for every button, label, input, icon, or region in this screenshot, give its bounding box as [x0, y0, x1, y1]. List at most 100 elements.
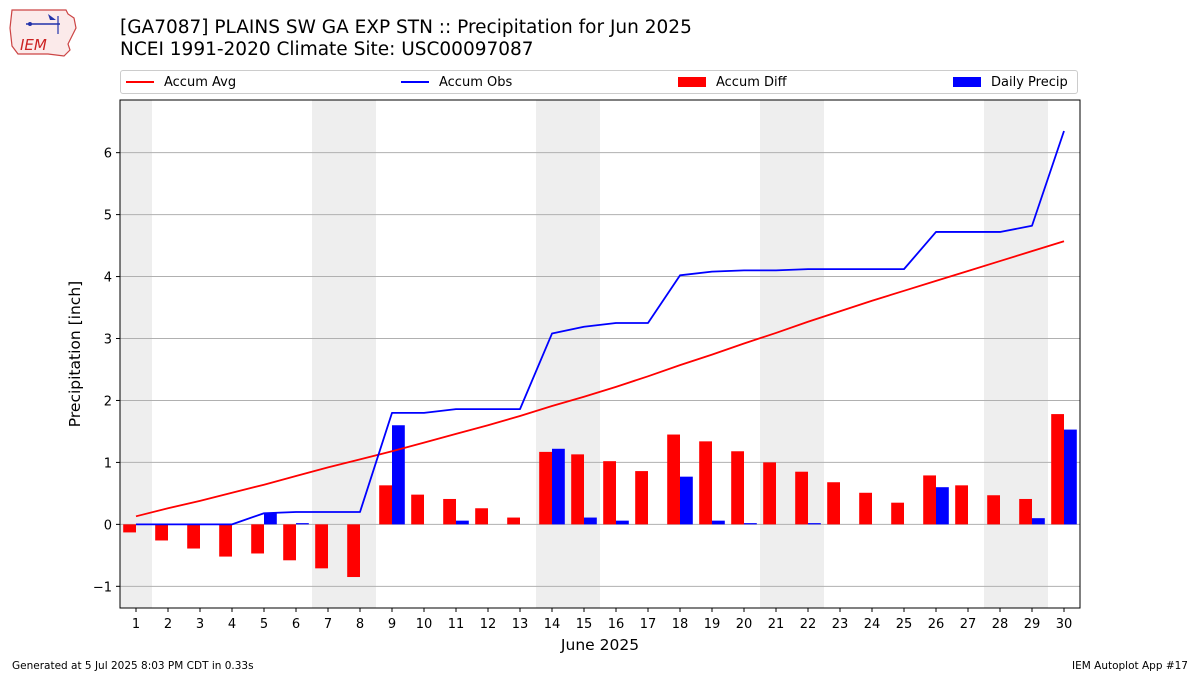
legend-label-daily-precip: Daily Precip [991, 75, 1068, 90]
weekend-band-2 [536, 100, 600, 608]
x-tick-label: 20 [736, 617, 753, 632]
plot-frame [119, 99, 1081, 609]
daily-precip-bar [264, 513, 277, 525]
x-tick-label: 10 [416, 617, 433, 632]
accum-diff-bar [1019, 498, 1032, 525]
bars [123, 414, 1077, 578]
y-tick-label: −1 [93, 580, 112, 595]
accum-obs-line [136, 130, 1065, 526]
accum-diff-bar [795, 471, 808, 525]
daily-precip-bar [456, 520, 469, 525]
x-tick-label: 26 [928, 617, 945, 632]
accum-diff-bar [251, 524, 264, 554]
accum-diff-bar [315, 524, 328, 569]
accum-diff-bar [411, 494, 424, 525]
daily-precip-bar [392, 425, 405, 525]
accum-diff-bar [123, 524, 136, 533]
daily-precip-bar [616, 520, 629, 525]
y-tick-label: 1 [104, 456, 112, 471]
x-tick-label: 8 [356, 617, 364, 632]
x-tick-label: 2 [164, 617, 172, 632]
legend-item-accum-diff: Accum Diff [678, 74, 787, 92]
legend-item-accum-obs: Accum Obs [401, 74, 512, 92]
x-tick-label: 21 [768, 617, 785, 632]
legend-item-accum-avg: Accum Avg [126, 74, 236, 92]
accum-diff-bar [891, 502, 904, 525]
x-tick-label: 11 [448, 617, 465, 632]
weekend-band-4 [984, 100, 1048, 608]
chart-title: [GA7087] PLAINS SW GA EXP STN :: Precipi… [120, 17, 692, 38]
accum-diff-bar [763, 462, 776, 525]
y-gridlines [120, 152, 1080, 587]
x-tick-label: 28 [992, 617, 1009, 632]
daily-precip-bar [808, 523, 821, 525]
accum-diff-bar [955, 485, 968, 525]
lines [135, 130, 1065, 526]
daily-precip-bar [712, 520, 725, 525]
accum-diff-bar [667, 434, 680, 525]
y-tick-label: 6 [104, 147, 112, 162]
legend-swatch-accum-diff [678, 76, 706, 87]
daily-precip-bar [744, 523, 757, 525]
generated-timestamp: Generated at 5 Jul 2025 8:03 PM CDT in 0… [12, 660, 254, 672]
x-tick-label: 7 [324, 617, 332, 632]
daily-precip-bar [552, 448, 565, 525]
accum-diff-bar [475, 508, 488, 525]
x-axis-label: June 2025 [560, 636, 639, 654]
accum-diff-bar [731, 451, 744, 525]
legend-item-daily-precip: Daily Precip [953, 74, 1068, 92]
accum-diff-bar [507, 517, 520, 525]
x-tick-label: 22 [800, 617, 817, 632]
legend-label-accum-avg: Accum Avg [164, 75, 237, 90]
x-tick-label: 12 [480, 617, 497, 632]
accum-diff-bar [635, 471, 648, 525]
accum-diff-bar [347, 524, 360, 578]
legend-label-accum-obs: Accum Obs [439, 75, 513, 90]
accum-diff-bar [859, 492, 872, 525]
y-axis: −1 0 1 2 3 4 5 6 [93, 147, 120, 595]
x-tick-label: 24 [864, 617, 881, 632]
x-tick-label: 1 [132, 617, 140, 632]
daily-precip-bar [680, 476, 693, 525]
x-tick-label: 18 [672, 617, 689, 632]
app-credit: IEM Autoplot App #17 [1072, 660, 1188, 672]
accum-diff-bar [603, 461, 616, 525]
accum-diff-bar [155, 524, 168, 541]
y-tick-label: 4 [104, 271, 112, 286]
x-tick-label: 4 [228, 617, 236, 632]
y-tick-label: 3 [104, 333, 112, 348]
x-tick-label: 6 [292, 617, 300, 632]
daily-precip-bar [1064, 429, 1077, 525]
accum-diff-bar [283, 524, 296, 561]
y-axis-label: Precipitation [inch] [66, 281, 84, 427]
x-tick-label: 30 [1056, 617, 1073, 632]
daily-precip-bar [584, 517, 597, 525]
accum-diff-bar [987, 495, 1000, 525]
daily-precip-bar [936, 487, 949, 525]
daily-precip-bar [296, 523, 309, 525]
accum-diff-bar [379, 485, 392, 525]
weekend-band-1 [312, 100, 376, 608]
x-tick-label: 13 [512, 617, 529, 632]
legend-swatch-accum-avg [126, 80, 154, 83]
accum-diff-bar [443, 498, 456, 525]
x-tick-label: 14 [544, 617, 561, 632]
x-tick-label: 9 [388, 617, 396, 632]
x-tick-label: 17 [640, 617, 657, 632]
legend-label-accum-diff: Accum Diff [716, 75, 787, 90]
x-tick-label: 15 [576, 617, 593, 632]
legend-swatch-daily-precip [953, 76, 981, 87]
daily-precip-bar [1032, 518, 1045, 525]
y-tick-label: 2 [104, 394, 112, 409]
weekend-band-0 [120, 100, 152, 608]
weekend-band-3 [760, 100, 824, 608]
logo-text: IEM [20, 36, 47, 54]
legend: Accum Avg Accum Obs Accum Diff Daily Pre… [120, 70, 1078, 94]
accum-diff-bar [1051, 414, 1064, 525]
x-axis: 1 2 3 4 5 6 7 8 9 10 11 12 13 14 15 16 17 18 19 20 21 22 23 24 2… [132, 608, 1072, 632]
accum-avg-line [135, 240, 1065, 518]
accum-diff-bar [539, 451, 552, 525]
chart-subtitle: NCEI 1991-2020 Climate Site: USC00097087 [120, 39, 534, 60]
x-tick-label: 29 [1024, 617, 1041, 632]
